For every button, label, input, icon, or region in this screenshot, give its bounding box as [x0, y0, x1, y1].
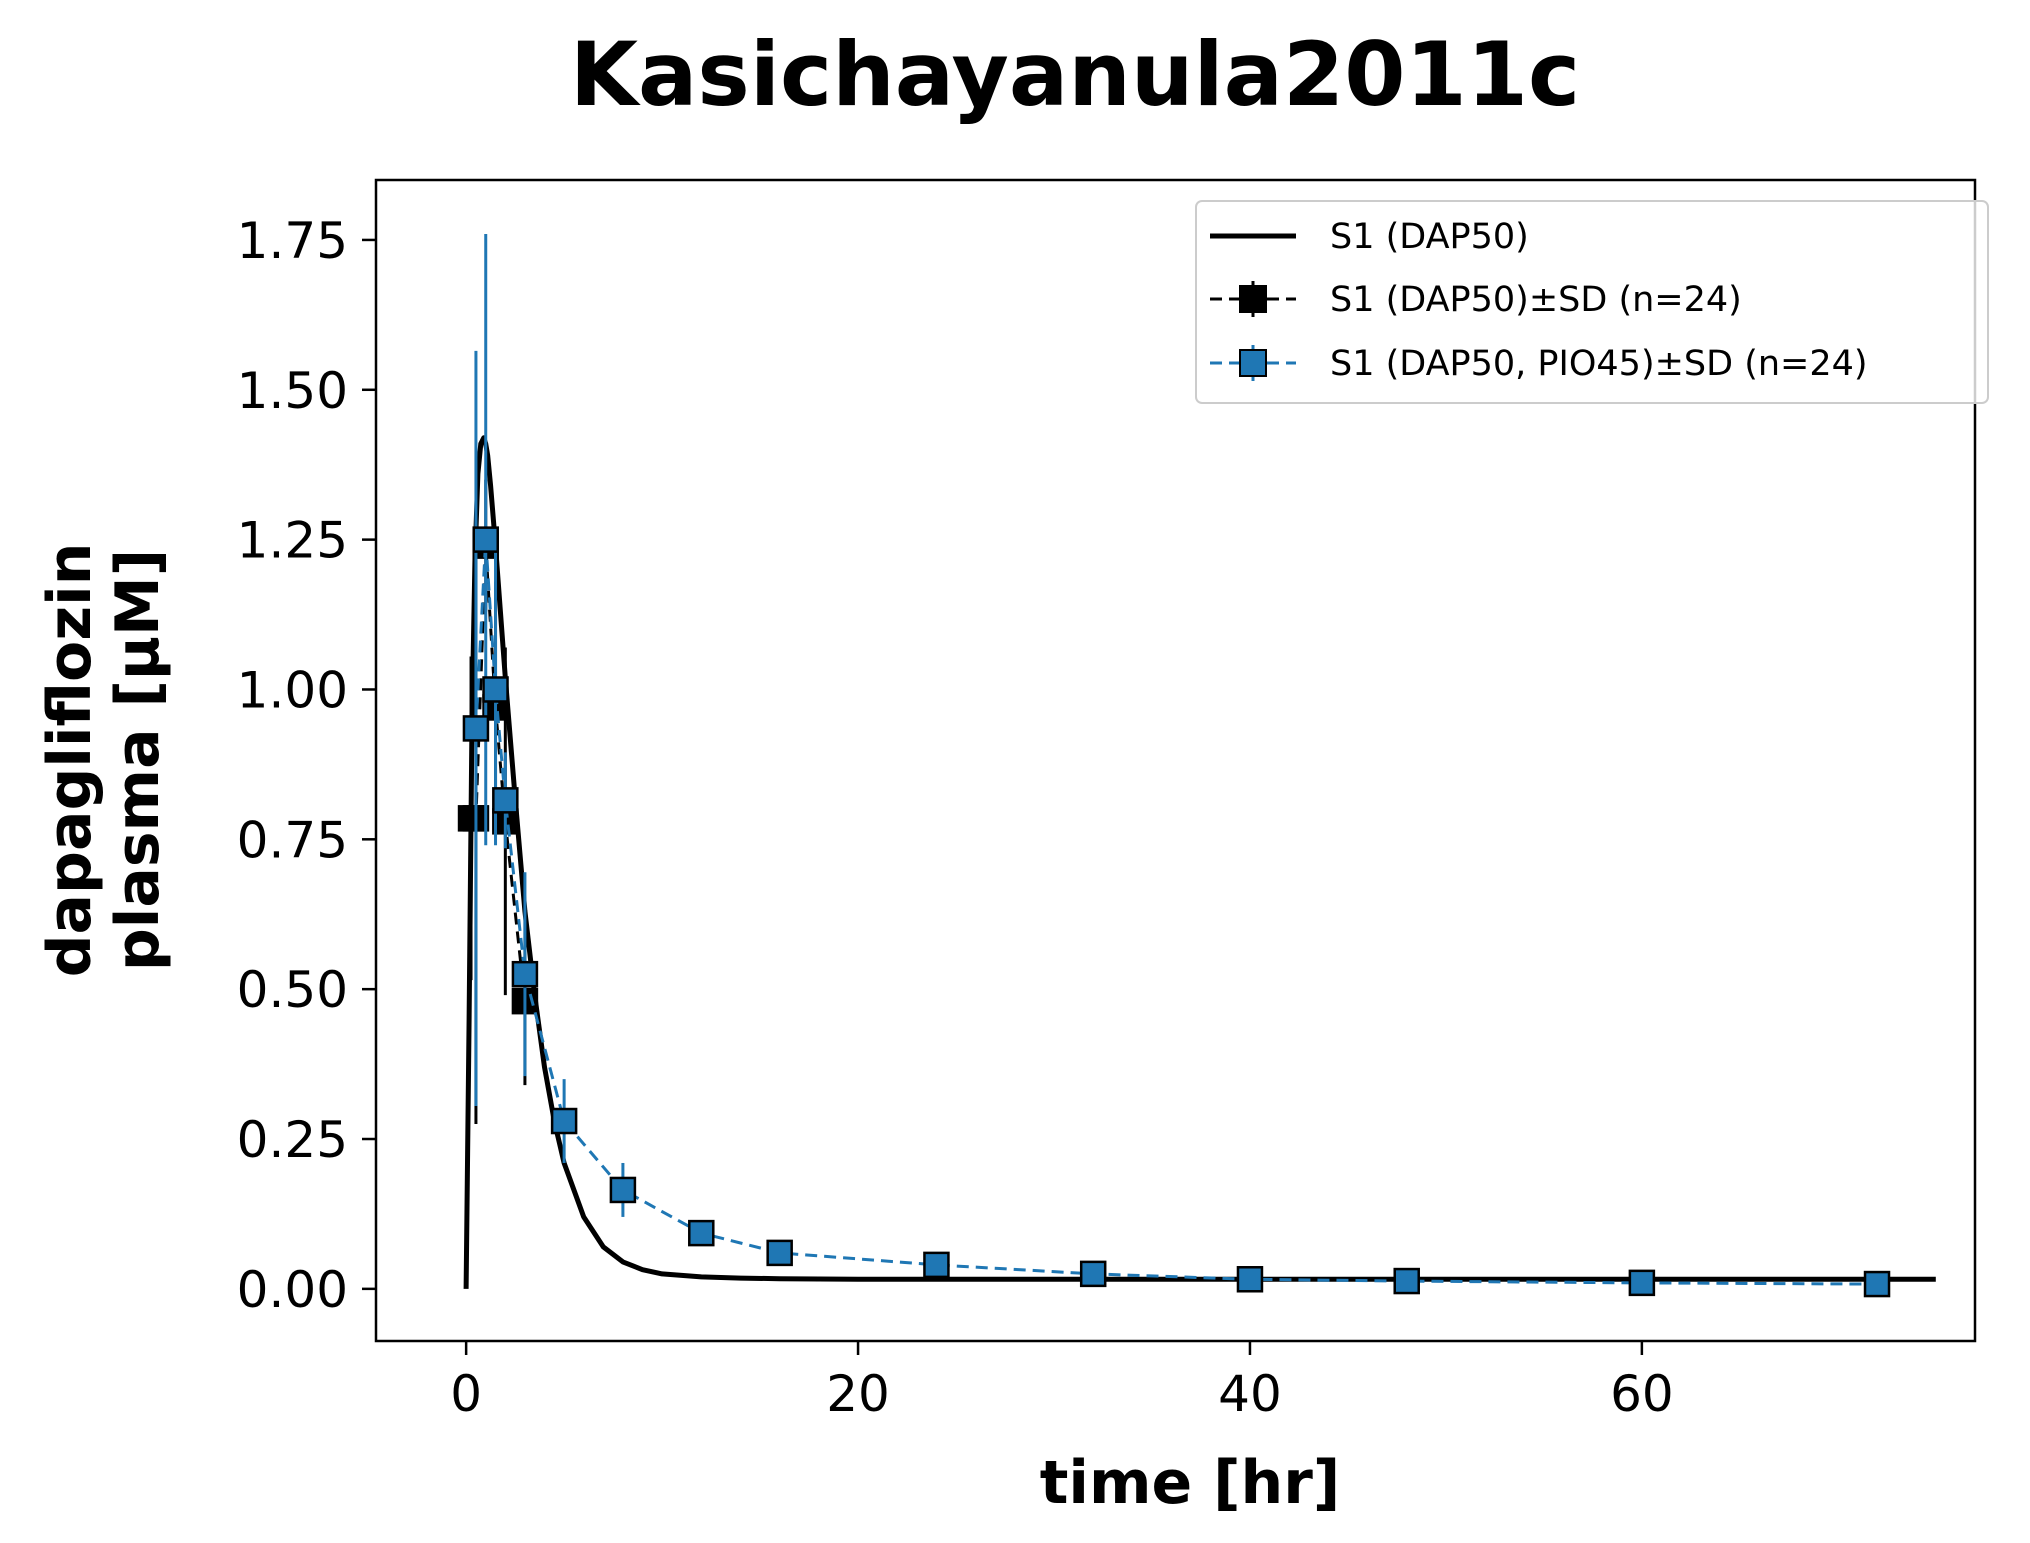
y-tick-label: 0.50: [237, 961, 348, 1019]
data-point-marker: [1393, 1267, 1420, 1295]
x-tick-label: 60: [1610, 1365, 1674, 1423]
legend-entry-model: S1 (DAP50): [1210, 217, 1529, 257]
data-point-marker: [1079, 1260, 1107, 1288]
data-point-marker: [923, 1251, 950, 1279]
x-tick-label: 40: [1218, 1365, 1282, 1423]
legend: S1 (DAP50) S1 (DAP50)±SD (n=24) S1 (DAP5…: [1195, 200, 1989, 404]
y-tick-label: 1.00: [237, 661, 348, 719]
y-tick-label: 1.75: [237, 212, 348, 270]
legend-marker-dap50-pio45: [1239, 349, 1267, 377]
series-dashed-line: [474, 539, 1878, 1286]
y-axis: 0.00 0.25 0.50 0.75 1.00 1.25 1.50 1.75: [237, 212, 376, 1319]
y-axis-label-line-2: plasma [μM]: [103, 549, 173, 971]
y-axis-label-line-1: dapagliflozin: [35, 543, 105, 978]
series-2: [462, 233, 1891, 1298]
x-tick-label: 20: [826, 1365, 890, 1423]
data-point-marker: [462, 715, 490, 742]
legend-entry-dap50-pio45: S1 (DAP50, PIO45)±SD (n=24): [1210, 344, 1868, 384]
data-point-marker: [482, 676, 509, 703]
data-point-marker: [609, 1176, 637, 1204]
legend-box: [1195, 200, 1989, 404]
data-point-marker: [1628, 1269, 1656, 1297]
data-point-marker: [472, 526, 499, 553]
data-point-marker: [1863, 1270, 1891, 1298]
y-tick-label: 0.75: [237, 811, 348, 869]
plot-area: [457, 233, 1936, 1298]
data-point-marker: [511, 960, 539, 988]
legend-label-model: S1 (DAP50): [1330, 217, 1529, 257]
data-point-marker: [492, 787, 519, 814]
data-point-marker: [766, 1239, 793, 1267]
legend-entry-dap50: S1 (DAP50)±SD (n=24): [1210, 280, 1742, 320]
x-axis: 0 20 40 60: [450, 1341, 1674, 1423]
y-tick-label: 0.25: [237, 1111, 348, 1169]
data-point-marker: [688, 1219, 715, 1247]
y-tick-label: 0.00: [237, 1261, 348, 1319]
series-line-model: [463, 435, 1936, 1289]
legend-label-dap50: S1 (DAP50)±SD (n=24): [1330, 280, 1742, 320]
data-point-marker: [550, 1107, 578, 1135]
series-dashed-line: [471, 545, 527, 1002]
legend-label-dap50-pio45: S1 (DAP50, PIO45)±SD (n=24): [1330, 344, 1868, 384]
y-tick-label: 1.50: [237, 362, 348, 420]
x-axis-label: time [hr]: [1040, 1448, 1341, 1518]
chart-title: Kasichayanula2011c: [570, 23, 1580, 126]
series-0: [463, 435, 1936, 1289]
plot-frame: [374, 178, 1977, 1343]
legend-marker-dap50: [1239, 285, 1267, 313]
data-point-marker: [1236, 1266, 1264, 1293]
y-tick-label: 1.25: [237, 512, 348, 570]
y-axis-label: dapagliflozin plasma [μM]: [35, 543, 173, 978]
x-tick-label: 0: [450, 1365, 482, 1423]
